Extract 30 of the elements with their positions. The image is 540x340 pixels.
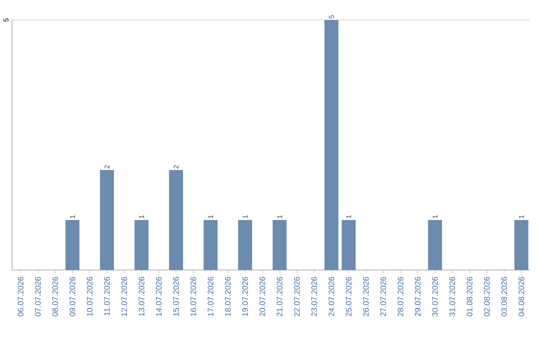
x-tick-label: 31.07.2026 [449, 276, 456, 316]
x-tick-label: 10.07.2026 [86, 276, 93, 316]
x-tick-label: 21.07.2026 [276, 276, 282, 316]
x-tick-label: 24.07.2026 [328, 276, 334, 316]
x-tick-label: 13.07.2026 [138, 276, 144, 316]
x-tick-label: 15.07.2026 [173, 276, 179, 316]
x-tick-label: 08.07.2026 [52, 276, 58, 316]
x-tick-label: 18.07.2026 [225, 276, 231, 316]
x-tick-label: 07.07.2026 [35, 276, 41, 316]
x-tick-label: 02.08.2026 [484, 276, 490, 316]
x-tick-label: 17.07.2026 [208, 276, 214, 316]
x-tick-label: 22.07.2026 [294, 276, 300, 316]
x-tick-label: 19.07.2026 [242, 276, 248, 316]
x-tick-label: 11.07.2026 [104, 276, 110, 316]
x-tick-label: 16.07.2026 [190, 276, 196, 316]
x-tick-label: 28.07.2026 [398, 276, 404, 316]
x-tick-label: 26.07.2026 [363, 276, 369, 316]
x-tick-label: 14.07.2026 [156, 276, 162, 316]
x-tick-label: 12.07.2026 [121, 276, 128, 316]
x-tick-label: 27.07.2026 [380, 276, 386, 316]
x-tick-label: 25.07.2026 [346, 276, 352, 316]
x-tick-label: 29.07.2026 [414, 276, 421, 316]
x-tick-label: 30.07.2026 [432, 276, 438, 316]
x-tick-label: 03.08.2026 [501, 276, 507, 316]
x-tick-label: 06.07.2026 [18, 276, 24, 316]
x-tick-label: 01.08.2026 [466, 276, 472, 316]
x-tick-label: 23.07.2026 [311, 276, 317, 316]
x-tick-label: 04.08.2026 [518, 276, 524, 316]
x-tick-label: 20.07.2026 [260, 276, 266, 316]
x-tick-label: 09.07.2026 [70, 276, 76, 316]
